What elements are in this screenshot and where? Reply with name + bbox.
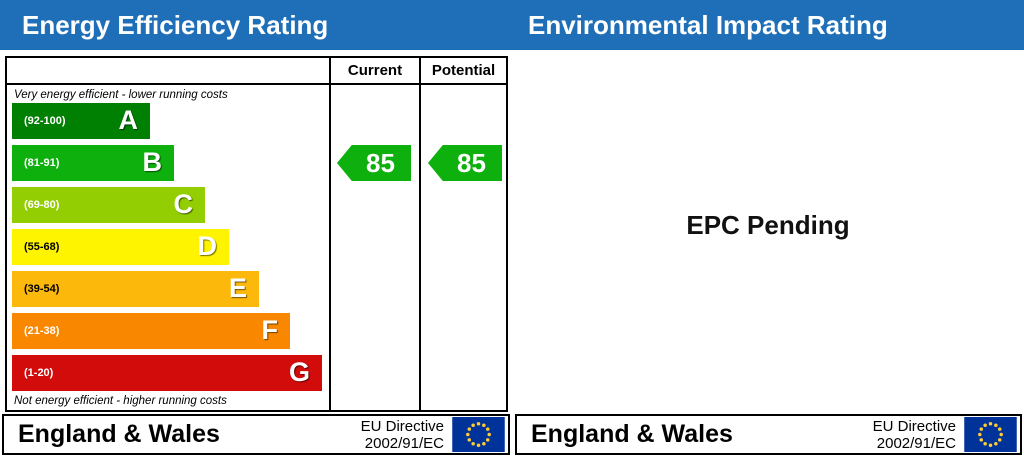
region-label: England & Wales [18,420,220,448]
band-g: (1-20) G [12,355,322,391]
band-a-letter: A [118,105,139,135]
eu-directive-label: EU Directive 2002/91/EC [361,418,444,452]
current-column-header: Current [347,62,403,79]
band-d: (55-68) D [12,229,229,265]
top-note: Very energy efficient - lower running co… [14,89,228,101]
header-bar: Energy Efficiency Rating Environmental I… [0,0,1024,50]
band-b: (81-91) B [12,145,174,181]
band-a: (92-100) A [12,103,150,139]
column-divider-2 [419,58,421,410]
header-row-divider [7,83,506,85]
band-b-range: (81-91) [24,157,60,169]
eu-flag-icon [452,417,505,452]
eu-directive-line1: EU Directive [360,417,444,435]
band-a-range: (92-100) [24,115,66,127]
band-d-letter: D [197,231,218,261]
band-e-range: (39-54) [24,283,60,295]
potential-column-header: Potential [431,62,496,79]
eu-directive-line1: EU Directive [872,417,956,435]
band-c-letter: C [173,189,194,219]
band-g-letter: G [288,357,310,387]
directive-group: EU Directive 2002/91/EC [361,417,508,452]
energy-rating-title: Energy Efficiency Rating [22,10,329,40]
eu-directive-line2: 2002/91/EC [876,434,956,452]
region-label: England & Wales [531,420,733,448]
energy-rating-chart: Current Potential Very energy efficient … [5,56,508,412]
band-g-range: (1-20) [24,367,54,379]
band-c-range: (69-80) [24,199,60,211]
band-d-range: (55-68) [24,241,60,253]
band-f-letter: F [261,315,279,345]
eu-directive-label: EU Directive 2002/91/EC [873,418,956,452]
potential-rating-arrow: 85 [428,145,502,181]
band-f-range: (21-38) [24,325,60,337]
bottom-note: Not energy efficient - higher running co… [14,395,227,407]
band-b-letter: B [142,147,163,177]
current-rating-arrow: 85 [337,145,411,181]
band-e-letter: E [228,273,247,303]
footer-right: England & Wales EU Directive 2002/91/EC [515,414,1022,455]
band-e: (39-54) E [12,271,259,307]
band-f: (21-38) F [12,313,290,349]
epc-pending-message: EPC Pending [686,210,850,240]
footer-left: England & Wales EU Directive 2002/91/EC [2,414,510,455]
directive-group: EU Directive 2002/91/EC [873,417,1020,452]
band-c: (69-80) C [12,187,205,223]
column-divider-1 [329,58,331,410]
eu-flag-icon [964,417,1017,452]
eu-directive-line2: 2002/91/EC [364,434,444,452]
environmental-rating-title: Environmental Impact Rating [528,10,888,40]
